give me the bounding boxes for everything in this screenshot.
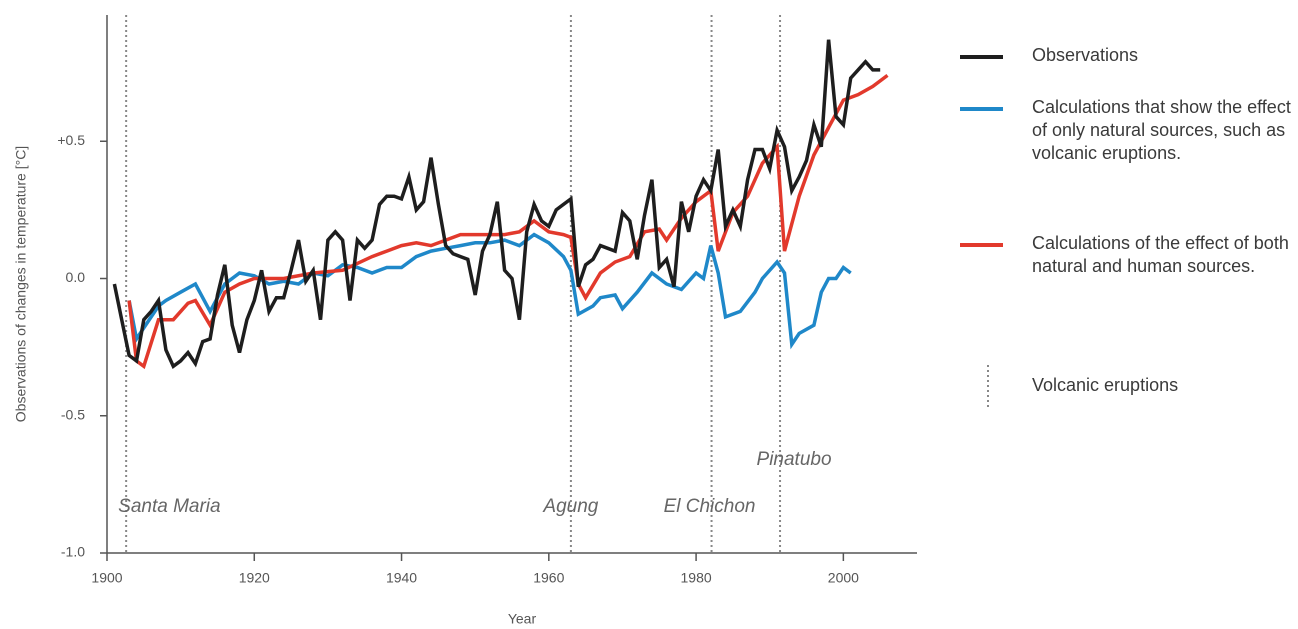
x-tick-label: 1920 [239,570,270,586]
x-tick-label: 1900 [91,570,122,586]
eruption-label: Santa Maria [118,496,220,517]
eruption-legend-text: Volcanic eruptions [1032,375,1179,395]
eruption-label: Agung [542,496,598,517]
y-tick-label: -1.0 [61,544,85,560]
x-tick-label: 2000 [828,570,859,586]
y-axis-label: Observations of changes in temperature [… [13,146,29,422]
legend-text: Observations [1032,45,1139,65]
legend-text: Calculations that show the effect of onl… [1032,97,1291,163]
y-tick-label: +0.5 [57,132,85,148]
eruption-label: El Chichon [664,496,756,517]
x-tick-label: 1940 [386,570,417,586]
legend-text: Calculations of the effect of both natur… [1032,233,1289,276]
x-axis-label: Year [508,611,537,627]
x-tick-label: 1980 [681,570,712,586]
eruption-label: Pinatubo [757,449,832,470]
y-tick-label: -0.5 [61,406,85,422]
x-tick-label: 1960 [533,570,564,586]
series-line [127,232,852,350]
series-line [112,39,881,369]
y-tick-label: 0.0 [66,269,86,285]
series-line [127,73,889,370]
